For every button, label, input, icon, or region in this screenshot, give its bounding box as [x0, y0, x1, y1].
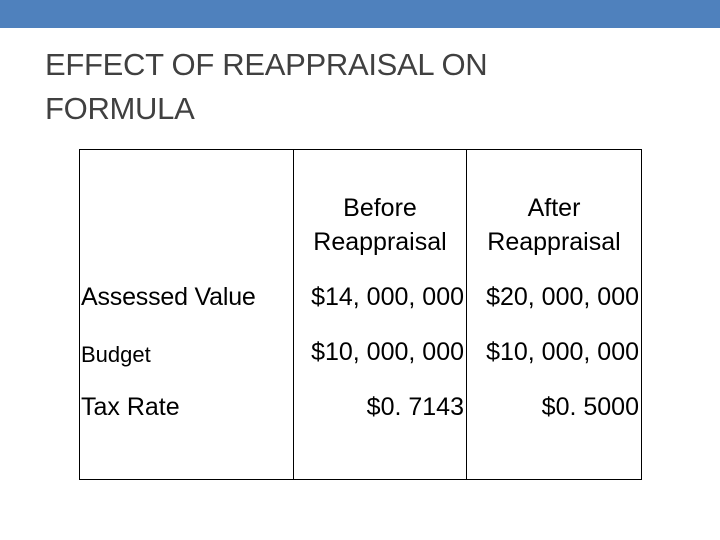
header-before: Before Reappraisal — [294, 191, 466, 259]
assessed-value-before: $14, 000, 000 — [311, 283, 464, 311]
header-after: After Reappraisal — [467, 191, 641, 259]
tax-rate-after: $0. 5000 — [541, 393, 639, 421]
comparison-table — [79, 149, 642, 480]
slide-title-line-2: FORMULA — [45, 91, 195, 126]
budget-after: $10, 000, 000 — [486, 338, 639, 366]
row-label-assessed-value: Assessed Value — [81, 283, 256, 311]
header-after-line-1: After — [527, 194, 581, 222]
assessed-value-after: $20, 000, 000 — [486, 283, 639, 311]
slide-title-line-1: EFFECT OF REAPPRAISAL ON — [45, 47, 488, 82]
header-before-line-2: Reappraisal — [313, 228, 447, 256]
tax-rate-before: $0. 7143 — [366, 393, 464, 421]
slide-title: EFFECT OF REAPPRAISAL ON FORMULA — [45, 43, 488, 131]
row-label-budget: Budget — [81, 342, 151, 367]
table-divider-1 — [293, 149, 294, 480]
table-divider-2 — [466, 149, 467, 480]
budget-before: $10, 000, 000 — [311, 338, 464, 366]
top-accent-bar — [0, 0, 720, 28]
header-before-line-1: Before — [343, 194, 417, 222]
header-after-line-2: Reappraisal — [487, 228, 621, 256]
row-label-tax-rate: Tax Rate — [81, 393, 180, 421]
